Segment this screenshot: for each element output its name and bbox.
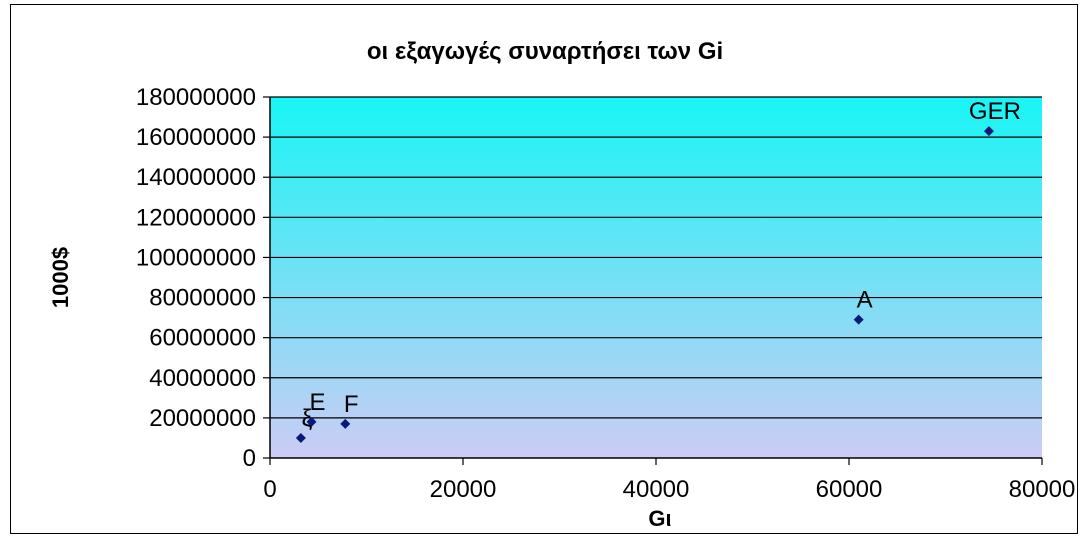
point-label: F	[344, 391, 359, 418]
data-point	[306, 416, 317, 427]
data-point	[983, 126, 994, 137]
x-tick-label: 80000	[1009, 476, 1076, 503]
y-tick-label: 120000000	[136, 204, 256, 231]
y-tick-label: 0	[243, 445, 256, 472]
y-tick-label: 140000000	[136, 164, 256, 191]
x-tick-label: 40000	[623, 476, 690, 503]
data-point	[295, 432, 306, 443]
data-points	[295, 126, 994, 443]
y-tick-label: 100000000	[136, 244, 256, 271]
x-axis-label: Gι	[648, 506, 671, 531]
gridlines	[263, 96, 1043, 465]
y-tick-label: 20000000	[149, 405, 256, 432]
x-tick-label: 60000	[816, 476, 883, 503]
axes	[269, 97, 1042, 459]
plot-area	[270, 97, 1042, 458]
chart-title: οι εξαγωγές συναρτήσει των Gi	[367, 38, 723, 65]
point-label: A	[857, 287, 873, 314]
chart-frame: 0 20000000 40000000 60000000 80000000 1000000…	[10, 4, 1078, 534]
y-tick-label: 80000000	[149, 285, 256, 312]
y-tick-label: 40000000	[149, 365, 256, 392]
point-label: GER	[969, 98, 1021, 125]
x-tick-label: 20000	[430, 476, 497, 503]
y-tick-label: 160000000	[136, 124, 256, 151]
data-point	[340, 418, 351, 429]
point-label: ξ	[302, 405, 313, 432]
data-point	[853, 314, 864, 325]
scatter-chart: 0 20000000 40000000 60000000 80000000 1000000…	[48, 38, 1075, 531]
x-tick-labels: 0 20000 40000 60000 80000	[263, 476, 1075, 503]
point-labels: ξE F A GER	[302, 98, 1021, 432]
y-tick-labels: 0 20000000 40000000 60000000 80000000 1000000…	[136, 84, 256, 472]
x-tick-label: 0	[263, 476, 276, 503]
y-tick-label: 60000000	[149, 325, 256, 352]
y-tick-label: 180000000	[136, 84, 256, 111]
y-axis-label: 1000$	[48, 247, 73, 308]
point-label: E	[309, 389, 325, 416]
